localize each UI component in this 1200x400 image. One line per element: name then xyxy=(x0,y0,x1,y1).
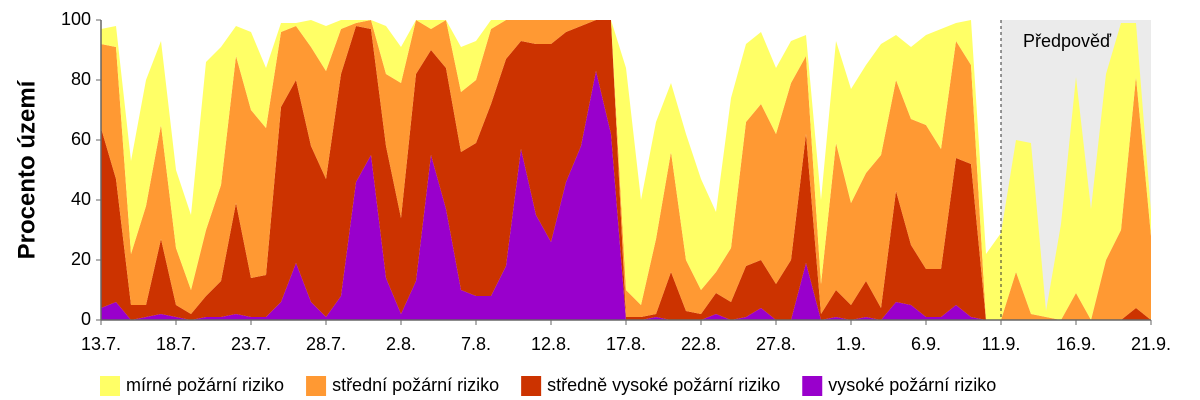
y-tick-label: 60 xyxy=(71,129,91,149)
x-tick-label: 16.9. xyxy=(1056,334,1096,354)
forecast-label: Předpověď xyxy=(1023,31,1112,51)
x-tick-label: 1.9. xyxy=(836,334,866,354)
legend-label: střední požární riziko xyxy=(332,375,499,395)
x-tick-label: 12.8. xyxy=(531,334,571,354)
legend-label: středně vysoké požární riziko xyxy=(547,375,780,395)
x-tick-label: 7.8. xyxy=(461,334,491,354)
x-tick-label: 21.9. xyxy=(1131,334,1171,354)
legend-swatch xyxy=(100,376,120,396)
x-tick-label: 18.7. xyxy=(156,334,196,354)
y-tick-label: 80 xyxy=(71,69,91,89)
y-axis-label: Procento území xyxy=(13,79,40,259)
x-tick-label: 6.9. xyxy=(911,334,941,354)
area xyxy=(101,71,1151,320)
x-tick-label: 28.7. xyxy=(306,334,346,354)
area xyxy=(101,20,1151,320)
x-tick-label: 13.7. xyxy=(81,334,121,354)
y-tick-label: 20 xyxy=(71,249,91,269)
legend-swatch xyxy=(802,376,823,396)
x-tick-label: 17.8. xyxy=(606,334,646,354)
legend-swatch xyxy=(521,376,542,396)
y-tick-label: 40 xyxy=(71,189,91,209)
x-tick-label: 11.9. xyxy=(982,334,1021,354)
y-tick-label: 0 xyxy=(81,309,91,329)
legend-label: mírné požární riziko xyxy=(126,375,284,395)
legend-label: vysoké požární riziko xyxy=(828,375,996,395)
area xyxy=(101,20,1151,320)
x-tick-label: 2.8. xyxy=(386,334,416,354)
y-tick-label: 100 xyxy=(61,9,91,29)
area xyxy=(101,20,1151,320)
x-tick-label: 27.8. xyxy=(756,334,796,354)
legend-swatch xyxy=(306,376,327,396)
x-tick-label: 22.8. xyxy=(681,334,721,354)
x-tick-label: 23.7. xyxy=(231,334,271,354)
